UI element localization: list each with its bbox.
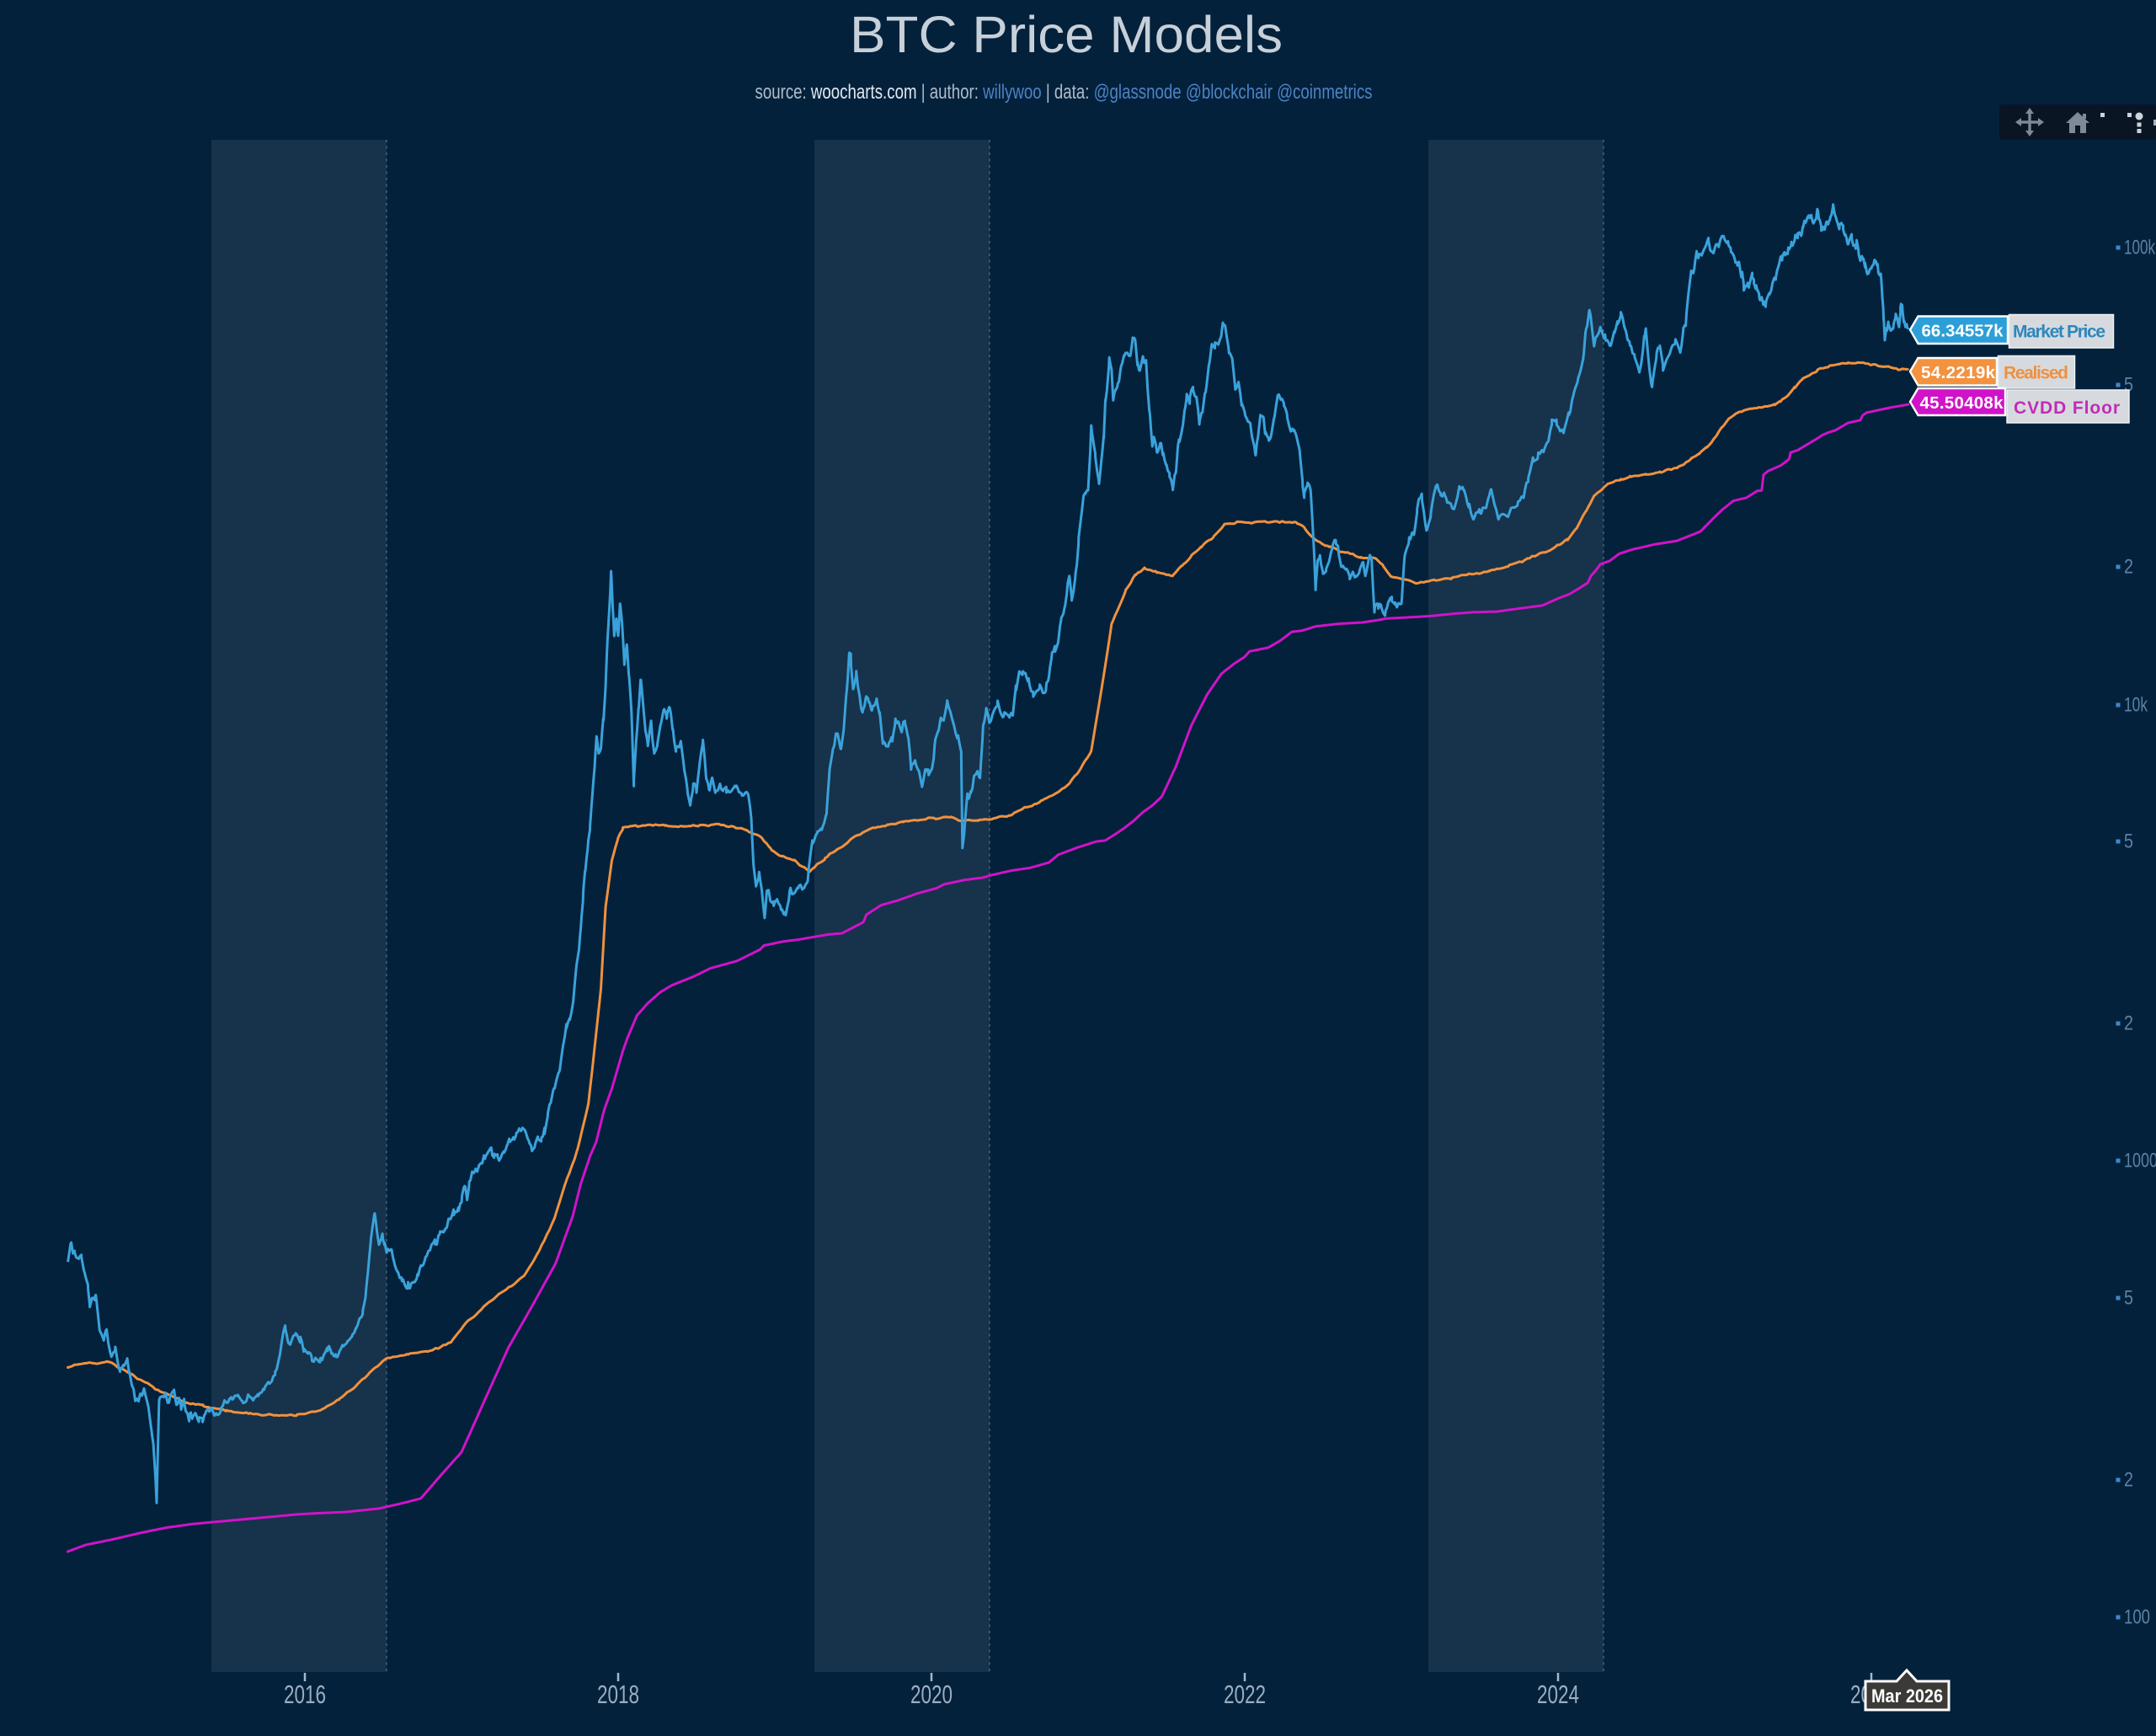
svg-text:5: 5 <box>2124 1287 2133 1310</box>
svg-text:2022: 2022 <box>1224 1680 1266 1709</box>
svg-text:Market Price: Market Price <box>2013 323 2105 342</box>
svg-text:5: 5 <box>2124 831 2133 853</box>
svg-text:2016: 2016 <box>284 1680 326 1709</box>
svg-text:Realised: Realised <box>2004 364 2068 383</box>
svg-text:45.50408k: 45.50408k <box>1920 393 2004 413</box>
svg-text:source: woocharts.com | author: source: woocharts.com | author: willywoo… <box>755 81 1373 104</box>
svg-text:66.34557k: 66.34557k <box>1922 322 2004 341</box>
svg-text:10k: 10k <box>2124 694 2148 717</box>
svg-text:CVDD Floor: CVDD Floor <box>2014 398 2120 418</box>
svg-text:BTC Price Models: BTC Price Models <box>850 6 1283 63</box>
svg-text:2: 2 <box>2124 556 2133 579</box>
svg-text:5: 5 <box>2124 374 2133 397</box>
svg-text:100: 100 <box>2124 1606 2150 1629</box>
svg-text:2: 2 <box>2124 1469 2133 1492</box>
svg-text:Mar 2026: Mar 2026 <box>1871 1685 1943 1707</box>
svg-text:2018: 2018 <box>597 1680 639 1709</box>
svg-text:2024: 2024 <box>1537 1680 1579 1709</box>
svg-text:1000: 1000 <box>2124 1150 2156 1172</box>
svg-text:54.2219k: 54.2219k <box>1921 363 1996 382</box>
svg-text:2020: 2020 <box>910 1680 953 1709</box>
svg-text:2: 2 <box>2124 1012 2133 1035</box>
svg-text:100k: 100k <box>2124 237 2156 259</box>
